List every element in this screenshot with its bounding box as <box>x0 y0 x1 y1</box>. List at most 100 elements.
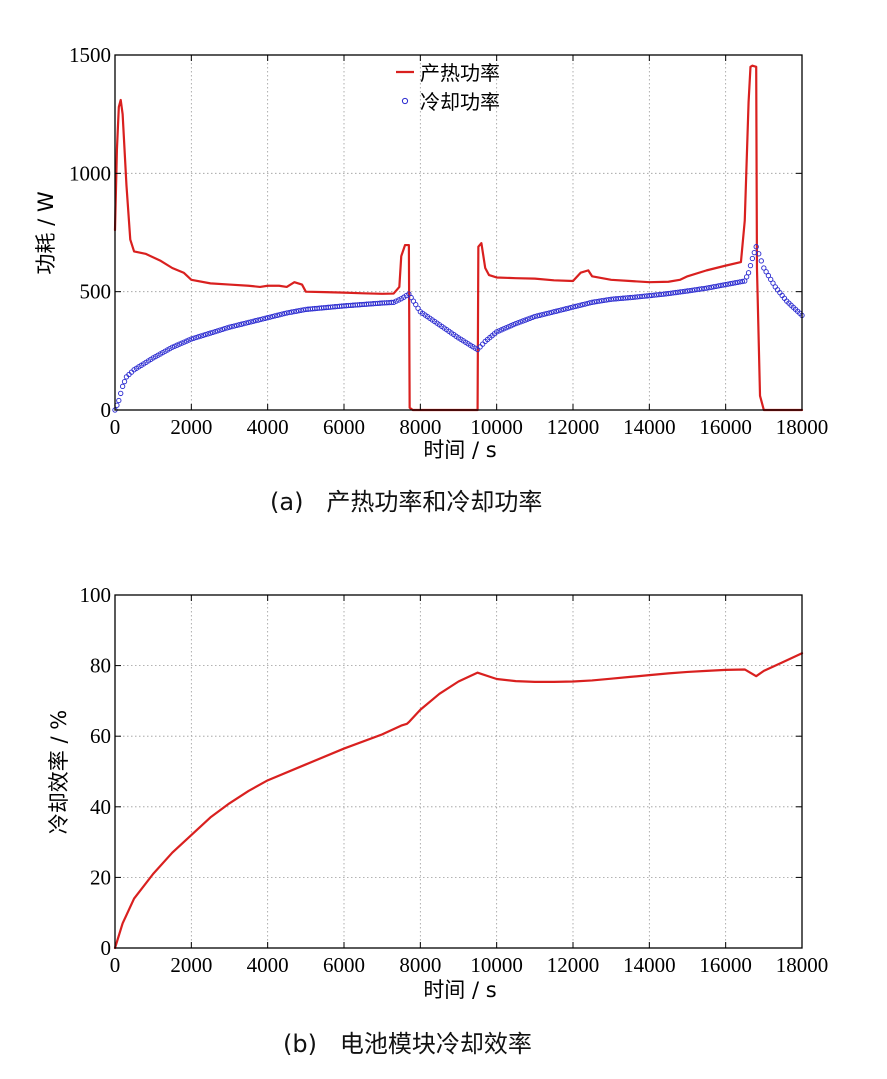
series-marker-a <box>708 284 714 290</box>
series-marker-a <box>229 323 235 330</box>
chart-b-frame <box>114 594 803 949</box>
series-marker-a <box>567 304 574 311</box>
series-marker-a <box>260 316 266 322</box>
series-marker-a <box>596 298 602 304</box>
series-marker-a <box>675 289 681 295</box>
series-marker-a <box>556 307 562 314</box>
series-marker-a <box>118 390 124 397</box>
series-marker-a <box>525 316 531 322</box>
series-marker-a <box>703 285 710 291</box>
series-marker-a <box>513 320 519 327</box>
series-marker-a <box>396 297 402 303</box>
y-tick-label: 40 <box>90 795 111 819</box>
series-marker-a <box>257 316 264 323</box>
plot-frame-a <box>114 54 803 411</box>
series-marker-a <box>505 324 512 330</box>
series-marker-a <box>565 305 571 311</box>
series-marker-a <box>234 322 240 329</box>
chart-a-y-label: 功耗 / W <box>34 191 58 274</box>
series-marker-a <box>243 320 249 326</box>
series-marker-a <box>749 255 756 262</box>
series-marker-a <box>198 333 204 339</box>
series-marker-a <box>551 309 557 315</box>
series-marker-a <box>672 289 679 296</box>
chart-a-legend: 产热功率 冷却功率 <box>396 61 500 114</box>
series-marker-a <box>121 378 128 385</box>
legend-cool-marker-icon <box>401 97 409 105</box>
x-tick-label: 2000 <box>170 953 212 977</box>
series-marker-a <box>245 319 252 326</box>
series-marker-a <box>601 297 607 304</box>
series-marker-a <box>765 272 772 279</box>
series-marker-a <box>241 320 247 327</box>
series-marker-a <box>725 281 731 287</box>
series-marker-a <box>255 317 261 323</box>
series-marker-a <box>541 311 548 317</box>
series-marker-a <box>207 330 214 336</box>
chart-a-ticks <box>114 54 803 411</box>
series-marker-a <box>279 311 285 317</box>
series-marker-a <box>548 309 555 316</box>
series-marker-a <box>496 328 502 334</box>
series-marker-a <box>745 270 752 276</box>
y-tick-label: 100 <box>80 583 112 607</box>
series-marker-a <box>558 307 564 313</box>
series-marker-a <box>692 287 698 293</box>
x-tick-label: 16000 <box>699 415 752 439</box>
series-marker-a <box>689 287 695 293</box>
series-marker-a <box>668 290 674 296</box>
series-marker-a <box>291 308 297 315</box>
series-marker-a <box>219 326 225 333</box>
series-marker-a <box>238 321 245 327</box>
series-marker-a <box>603 297 610 303</box>
series-line-a-0 <box>113 64 804 412</box>
series-marker-a <box>758 258 764 264</box>
x-tick-label: 0 <box>110 415 121 439</box>
series-marker-a <box>677 289 683 295</box>
legend-heat-label: 产热功率 <box>420 61 500 85</box>
series-marker-a <box>742 278 748 284</box>
y-tick-label: 60 <box>90 724 111 748</box>
series-marker-a <box>539 312 545 318</box>
series-marker-a <box>563 306 569 312</box>
series-marker-a <box>570 304 576 310</box>
series-marker-a <box>286 309 292 316</box>
x-tick-label: 14000 <box>623 953 676 977</box>
series-marker-a <box>202 331 209 338</box>
series-marker-a <box>536 312 543 318</box>
series-marker-a <box>560 306 567 313</box>
series-marker-a <box>393 298 399 304</box>
x-tick-label: 14000 <box>623 415 676 439</box>
series-marker-a <box>265 315 271 321</box>
series-marker-a <box>226 324 233 330</box>
series-marker-a <box>591 299 598 305</box>
series-marker-a <box>269 313 276 320</box>
chart-b-grid <box>115 595 802 948</box>
x-tick-label: 12000 <box>547 415 600 439</box>
series-marker-a <box>680 288 686 295</box>
series-marker-a <box>579 302 586 308</box>
series-marker-a <box>732 280 738 286</box>
chart-b-tick-labels: 0 2000 4000 6000 8000 10000 12000 14000 16000 180… <box>80 583 829 977</box>
series-marker-a <box>753 244 759 250</box>
series-marker-a <box>706 285 712 291</box>
series-marker-a <box>701 285 707 292</box>
series-marker-a <box>730 280 736 286</box>
chart-a-x-label: 时间 / s <box>423 438 496 462</box>
series-marker-a <box>768 276 774 283</box>
series-marker-a <box>169 344 175 350</box>
series-marker-a <box>515 320 521 326</box>
series-marker-a <box>572 303 579 310</box>
series-marker-a <box>770 280 776 286</box>
series-marker-a <box>737 279 743 285</box>
y-tick-label: 20 <box>90 865 111 889</box>
series-marker-a <box>262 315 268 321</box>
series-marker-a <box>272 313 278 319</box>
series-marker-a <box>699 286 705 292</box>
series-marker-a <box>715 283 722 289</box>
series-marker-a <box>179 340 185 346</box>
series-marker-a <box>408 294 414 301</box>
series-marker-a <box>231 323 237 329</box>
series-marker-a <box>293 308 299 314</box>
y-tick-label: 1500 <box>69 43 111 67</box>
